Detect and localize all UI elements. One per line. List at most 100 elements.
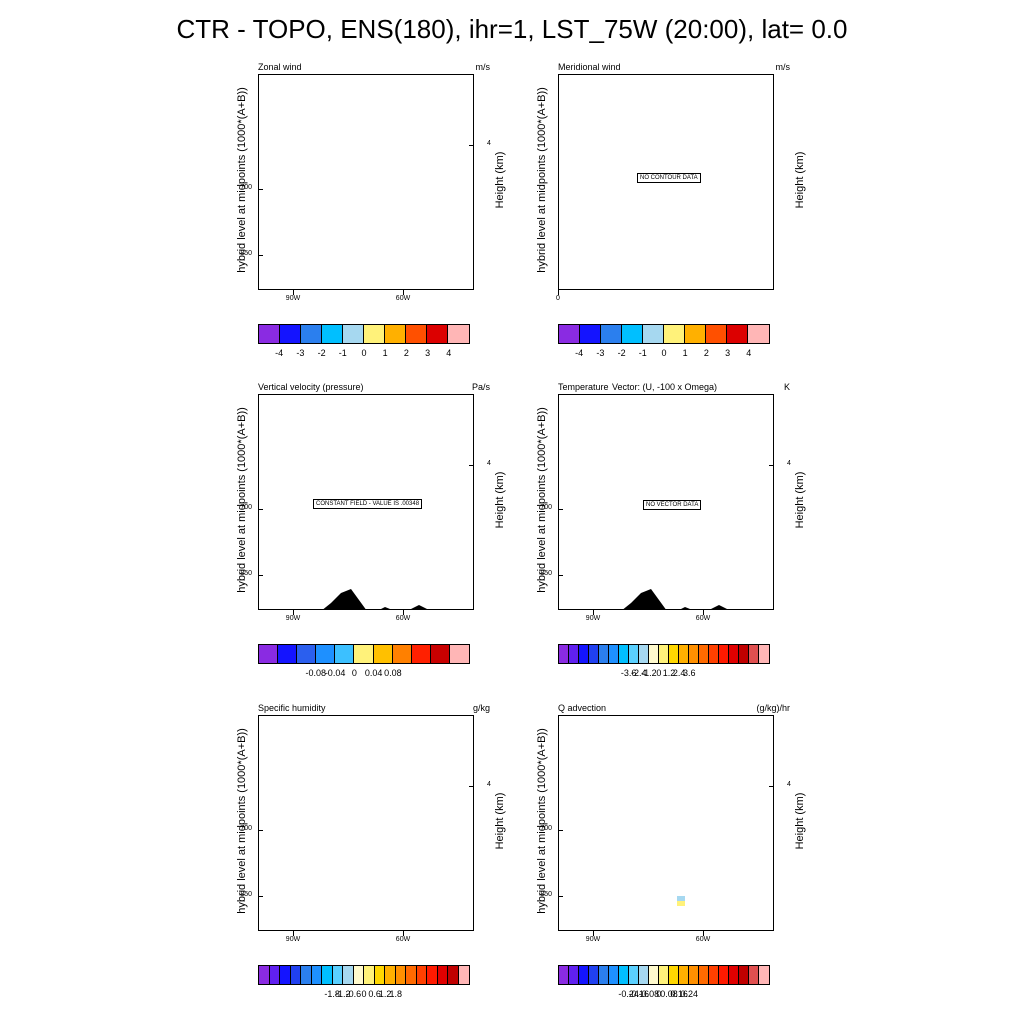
colorbar-swatch bbox=[406, 966, 417, 984]
colorbar-swatch bbox=[427, 966, 438, 984]
plot-area bbox=[258, 74, 474, 290]
colorbar-swatch bbox=[290, 966, 301, 984]
colorbar-swatch bbox=[599, 966, 609, 984]
y-tick-label: 700 bbox=[540, 504, 552, 511]
plot-message: NO CONTOUR DATA bbox=[637, 173, 701, 183]
x-tick-mark bbox=[293, 931, 294, 936]
panel-title: Vertical velocity (pressure) bbox=[258, 382, 364, 392]
colorbar-swatch bbox=[709, 645, 719, 663]
y-tick-label: 850 bbox=[240, 570, 252, 577]
x-tick-mark bbox=[403, 290, 404, 295]
y-tick-mark bbox=[258, 575, 263, 576]
panel-omega: Vertical velocity (pressure) Pa/s hybrid l… bbox=[216, 382, 516, 702]
colorbar-swatch bbox=[322, 325, 343, 343]
colorbar-label: -1 bbox=[338, 348, 347, 358]
y-axis-title-right: Height (km) bbox=[794, 151, 806, 209]
colorbar-label: -4 bbox=[575, 348, 584, 358]
y-tick-mark bbox=[258, 255, 263, 256]
terrain-profile bbox=[623, 589, 727, 609]
colorbar-swatch bbox=[649, 645, 659, 663]
colorbar-label: -3.6 bbox=[620, 668, 637, 678]
colorbar-swatch bbox=[759, 966, 769, 984]
colorbar-label: -2 bbox=[617, 348, 626, 358]
y-tick-label: 700 bbox=[540, 825, 552, 832]
y-tick-label: 850 bbox=[540, 891, 552, 898]
colorbar-swatch bbox=[629, 645, 639, 663]
panel-subtitle: Vector: (U, -100 x Omega) bbox=[612, 382, 718, 392]
x-tick-mark bbox=[403, 610, 404, 615]
y-tick-label-right: 4 bbox=[487, 140, 491, 147]
x-tick-label: 60W bbox=[395, 615, 411, 622]
y-tick-label: 850 bbox=[240, 250, 252, 257]
colorbar-swatch bbox=[301, 966, 312, 984]
colorbar-swatch bbox=[699, 966, 709, 984]
colorbar-label: -1 bbox=[638, 348, 647, 358]
colorbar-label: 0 bbox=[361, 989, 367, 999]
colorbar-label: 1 bbox=[682, 348, 688, 358]
plot-message: NO VECTOR DATA bbox=[643, 500, 702, 510]
colorbar-swatch bbox=[601, 325, 622, 343]
x-tick-mark bbox=[293, 290, 294, 295]
colorbar-swatch bbox=[259, 325, 280, 343]
colorbar-swatch bbox=[727, 325, 748, 343]
plot-area: NO CONTOUR DATA bbox=[558, 74, 774, 290]
colorbar-label: 0 bbox=[351, 668, 357, 678]
colorbar-swatch bbox=[448, 325, 469, 343]
colorbar-label: 0.08 bbox=[384, 668, 402, 678]
colorbar-swatch bbox=[719, 645, 729, 663]
colorbar-label: 0.24 bbox=[680, 989, 698, 999]
colorbar-label: -3 bbox=[296, 348, 305, 358]
x-tick-label: 60W bbox=[695, 936, 711, 943]
colorbar-swatch bbox=[335, 645, 355, 663]
plot-area bbox=[558, 715, 774, 931]
y-tick-mark bbox=[258, 830, 263, 831]
colorbar-label: -1.2 bbox=[335, 989, 351, 999]
colorbar bbox=[258, 644, 470, 664]
colorbar-label: 0 bbox=[361, 348, 367, 358]
colorbar-swatch bbox=[729, 645, 739, 663]
colorbar-swatch bbox=[259, 966, 270, 984]
colorbar-label: 0.08 bbox=[660, 989, 678, 999]
y-tick-mark bbox=[258, 189, 263, 190]
y-axis-title-right: Height (km) bbox=[794, 471, 806, 529]
colorbar-swatch bbox=[609, 966, 619, 984]
colorbar-label: 3 bbox=[425, 348, 431, 358]
panel-title: Zonal wind bbox=[258, 62, 302, 72]
colorbar-swatch bbox=[280, 966, 291, 984]
panel-title: Specific humidity bbox=[258, 703, 326, 713]
colorbar-swatch bbox=[364, 966, 375, 984]
colorbar-swatch bbox=[664, 325, 685, 343]
colorbar-label: -0.04 bbox=[324, 668, 346, 678]
colorbar-swatch bbox=[297, 645, 317, 663]
colorbar-swatch bbox=[559, 966, 569, 984]
colorbar-swatch bbox=[579, 645, 589, 663]
y-tick-mark-right bbox=[469, 786, 474, 787]
y-axis-title-right: Height (km) bbox=[494, 151, 506, 209]
colorbar-swatch bbox=[706, 325, 727, 343]
colorbar-swatch bbox=[619, 645, 629, 663]
colorbar-swatch bbox=[689, 966, 699, 984]
colorbar-label: 3.6 bbox=[682, 668, 696, 678]
colorbar-label: -0.16 bbox=[628, 989, 649, 999]
colorbar-swatch bbox=[659, 645, 669, 663]
y-tick-label-right: 4 bbox=[487, 781, 491, 788]
y-tick-label: 850 bbox=[240, 891, 252, 898]
x-tick-mark bbox=[703, 610, 704, 615]
plot-area bbox=[258, 715, 474, 931]
y-tick-mark-right bbox=[469, 465, 474, 466]
terrain-fill bbox=[323, 589, 427, 609]
x-tick-label: 0 bbox=[556, 295, 560, 302]
colorbar-swatch bbox=[311, 966, 322, 984]
x-tick-mark bbox=[593, 931, 594, 936]
y-tick-mark bbox=[558, 575, 563, 576]
colorbar-swatch bbox=[559, 325, 580, 343]
colorbar-swatch bbox=[669, 966, 679, 984]
panel-q: Specific humidity g/kg hybrid level at mid… bbox=[216, 703, 516, 1023]
colorbar-label: -3 bbox=[596, 348, 605, 358]
x-tick-label: 90W bbox=[285, 295, 301, 302]
colorbar-swatch bbox=[739, 645, 749, 663]
panel-units: (g/kg)/hr bbox=[756, 703, 790, 713]
colorbar-label: 2 bbox=[703, 348, 709, 358]
y-tick-mark-right bbox=[469, 145, 474, 146]
colorbar-swatch bbox=[759, 645, 769, 663]
